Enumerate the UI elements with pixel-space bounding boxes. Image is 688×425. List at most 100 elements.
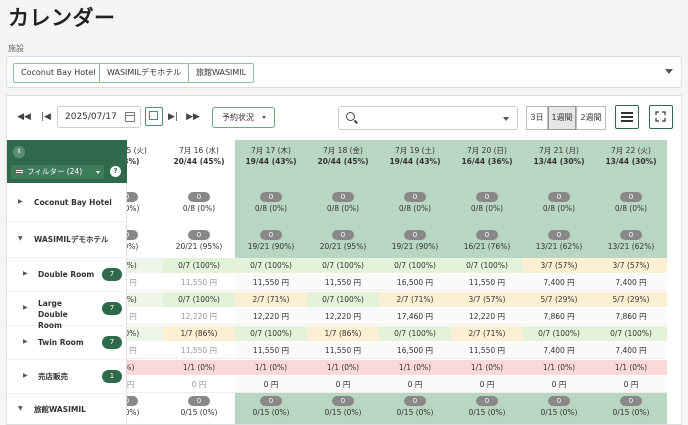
stock-cell[interactable]: 2/7 (71%) bbox=[379, 292, 451, 308]
price-cell[interactable]: 0 円 bbox=[523, 376, 595, 393]
tree-row[interactable]: ▼ WASIMILデモホテル bbox=[7, 222, 127, 258]
facility-summary-cell[interactable]: 0 16/21 (76%) bbox=[451, 230, 523, 251]
facility-summary-cell[interactable]: 0 20/21 (95%) bbox=[163, 230, 235, 251]
stock-cell[interactable]: 1/1 (0%) bbox=[451, 360, 523, 376]
price-cell[interactable]: 11,550 円 bbox=[451, 274, 523, 291]
price-cell[interactable]: 0 円 bbox=[307, 376, 379, 393]
chevron-down-icon[interactable]: ▼ bbox=[18, 405, 23, 412]
facility-summary-cell[interactable]: 0 0/8 (0%) bbox=[307, 192, 379, 213]
price-cell[interactable]: 12,220 円 bbox=[451, 308, 523, 325]
price-cell[interactable]: 0 円 bbox=[451, 376, 523, 393]
facility-summary-cell[interactable]: 0 0/8 (0%) bbox=[163, 192, 235, 213]
price-cell[interactable]: 17,460 円 bbox=[379, 308, 451, 325]
collapse-icon[interactable]: ⇕ bbox=[13, 146, 25, 158]
price-cell[interactable]: 7,400 円 bbox=[523, 274, 595, 291]
facility-summary-cell[interactable]: 0 0/15 (0%) bbox=[379, 396, 451, 417]
facility-summary-cell[interactable]: 0 0/15 (0%) bbox=[163, 396, 235, 417]
price-cell[interactable]: 7,400 円 bbox=[523, 342, 595, 359]
stock-cell[interactable]: 0/7 (100%) bbox=[379, 258, 451, 274]
tree-row[interactable]: ▶ Double Room 7 bbox=[7, 258, 127, 292]
stock-cell[interactable]: 3/7 (57%) bbox=[595, 258, 667, 274]
price-cell[interactable]: 11,550 円 bbox=[163, 342, 235, 359]
status-dropdown[interactable]: 予約状況 bbox=[212, 107, 275, 128]
tree-row[interactable]: ▶ Coconut Bay Hotel bbox=[7, 184, 127, 222]
skip-back-icon[interactable]: |◀ bbox=[41, 112, 51, 122]
price-cell[interactable]: 7,860 円 bbox=[595, 308, 667, 325]
facility-summary-cell[interactable]: 0 0/8 (0%) bbox=[595, 192, 667, 213]
stock-cell[interactable]: 0/7 (100%) bbox=[235, 258, 307, 274]
facility-summary-cell[interactable]: 0 19/21 (90%) bbox=[379, 230, 451, 251]
stock-cell[interactable]: 1/7 (86%) bbox=[163, 326, 235, 342]
price-cell[interactable]: 12,220 円 bbox=[307, 308, 379, 325]
price-cell[interactable]: 16,500 円 bbox=[379, 274, 451, 291]
fullscreen-button[interactable] bbox=[649, 105, 673, 129]
date-input[interactable]: 2025/07/17 bbox=[57, 106, 141, 128]
stock-cell[interactable]: 0/7 (100%) bbox=[163, 258, 235, 274]
facility-summary-cell[interactable]: 0 20/21 (95%) bbox=[307, 230, 379, 251]
stock-cell[interactable]: 1/1 (0%) bbox=[235, 360, 307, 376]
price-cell[interactable]: 11,550 円 bbox=[307, 274, 379, 291]
fast-backward-icon[interactable]: ◀◀ bbox=[17, 112, 31, 122]
stock-cell[interactable]: 5/7 (29%) bbox=[523, 292, 595, 308]
chevron-down-icon[interactable]: ▼ bbox=[18, 235, 23, 242]
facility-summary-cell[interactable]: 0 0/15 (0%) bbox=[451, 396, 523, 417]
facility-summary-cell[interactable]: 0 0/8 (0%) bbox=[235, 192, 307, 213]
price-cell[interactable]: 0 円 bbox=[379, 376, 451, 393]
tree-row[interactable]: ▶ Twin Room 7 bbox=[7, 326, 127, 360]
stock-cell[interactable]: 2/7 (71%) bbox=[235, 292, 307, 308]
facility-summary-cell[interactable]: 0 0/8 (0%) bbox=[451, 192, 523, 213]
chevron-right-icon[interactable]: ▶ bbox=[23, 372, 28, 379]
chevron-right-icon[interactable]: ▶ bbox=[23, 338, 28, 345]
price-cell[interactable]: 16,500 円 bbox=[379, 342, 451, 359]
chevron-right-icon[interactable]: ▶ bbox=[18, 198, 23, 205]
facility-summary-cell[interactable]: 0 0/8 (0%) bbox=[379, 192, 451, 213]
stock-cell[interactable]: 0/7 (100%) bbox=[595, 326, 667, 342]
stock-cell[interactable]: 1/1 (0%) bbox=[595, 360, 667, 376]
price-cell[interactable]: 0 円 bbox=[163, 376, 235, 393]
stock-cell[interactable]: 0/7 (100%) bbox=[451, 258, 523, 274]
facility-summary-cell[interactable]: 0 (90%) bbox=[91, 230, 163, 251]
facility-summary-cell[interactable]: 0 13/21 (62%) bbox=[523, 230, 595, 251]
facility-summary-cell[interactable]: 0 0/15 (0%) bbox=[523, 396, 595, 417]
chevron-right-icon[interactable]: ▶ bbox=[23, 304, 28, 311]
stock-cell[interactable]: 1/1 (0%) bbox=[523, 360, 595, 376]
price-cell[interactable]: 11,550 円 bbox=[451, 342, 523, 359]
facility-chip[interactable]: 旅館WASIMIL bbox=[188, 63, 255, 83]
facility-summary-cell[interactable]: 0 0/15 (0%) bbox=[307, 396, 379, 417]
price-cell[interactable]: 12,220 円 bbox=[163, 308, 235, 325]
stock-cell[interactable]: 1/1 (0%) bbox=[307, 360, 379, 376]
stock-cell[interactable]: 0/7 (100%) bbox=[307, 292, 379, 308]
range-1week-button[interactable]: 1週間 bbox=[548, 106, 576, 130]
stock-cell[interactable]: 1/1 (0%) bbox=[163, 360, 235, 376]
stock-cell[interactable]: 1/1 (0%) bbox=[379, 360, 451, 376]
stock-cell[interactable]: 2/7 (71%) bbox=[451, 326, 523, 342]
facility-summary-cell[interactable]: 0 0/8 (0%) bbox=[523, 192, 595, 213]
price-cell[interactable]: 0 円 bbox=[235, 376, 307, 393]
facility-summary-cell[interactable]: 0 0/15 (0%) bbox=[595, 396, 667, 417]
price-cell[interactable]: 11,550 円 bbox=[163, 274, 235, 291]
facility-summary-cell[interactable]: 0 5 (0%) bbox=[91, 396, 163, 417]
range-3days-button[interactable]: 3日 bbox=[526, 106, 548, 130]
stock-cell[interactable]: 5/7 (29%) bbox=[595, 292, 667, 308]
facility-chip[interactable]: Coconut Bay Hotel bbox=[13, 63, 104, 83]
stock-cell[interactable]: 0/7 (100%) bbox=[163, 292, 235, 308]
help-icon[interactable]: ? bbox=[110, 166, 121, 177]
chevron-down-icon[interactable] bbox=[665, 69, 673, 74]
stock-cell[interactable]: 3/7 (57%) bbox=[523, 258, 595, 274]
price-cell[interactable]: 7,860 円 bbox=[523, 308, 595, 325]
stock-cell[interactable]: 0/7 (100%) bbox=[523, 326, 595, 342]
facility-summary-cell[interactable]: 0 0/15 (0%) bbox=[235, 396, 307, 417]
stock-cell[interactable]: 0/7 (100%) bbox=[307, 258, 379, 274]
fast-forward-icon[interactable]: ▶▶ bbox=[186, 112, 200, 122]
tree-row[interactable]: ▶ Large Double Room 7 bbox=[7, 292, 127, 330]
price-cell[interactable]: 7,400 円 bbox=[595, 342, 667, 359]
facility-chip[interactable]: WASIMILデモホテル bbox=[99, 63, 190, 83]
chevron-right-icon[interactable]: ▶ bbox=[23, 270, 28, 277]
stock-cell[interactable]: 1/7 (86%) bbox=[307, 326, 379, 342]
facility-summary-cell[interactable]: 0 0 (0%) bbox=[91, 192, 163, 213]
stock-cell[interactable]: 3/7 (57%) bbox=[451, 292, 523, 308]
search-select[interactable] bbox=[338, 106, 518, 130]
price-cell[interactable]: 11,550 円 bbox=[235, 274, 307, 291]
price-cell[interactable]: 11,550 円 bbox=[307, 342, 379, 359]
stock-cell[interactable]: 0/7 (100%) bbox=[235, 326, 307, 342]
